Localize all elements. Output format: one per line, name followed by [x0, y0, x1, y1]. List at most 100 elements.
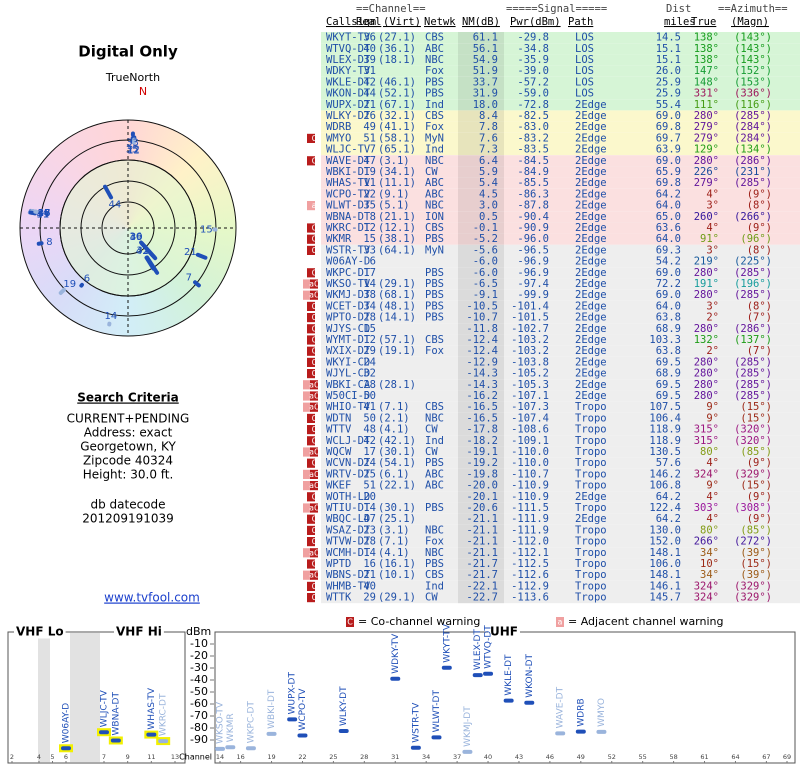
table-cell: (196°) — [734, 278, 772, 290]
polar-mark — [58, 287, 67, 295]
table-cell: 10° — [700, 558, 719, 570]
table-cell: 54.2 — [656, 256, 681, 268]
station-label: WKPC-DT — [246, 701, 256, 744]
table-cell: CW — [425, 592, 438, 604]
table-cell: -101.4 — [511, 300, 549, 312]
table-cell: -107.1 — [511, 390, 549, 402]
table-cell: 2Edge — [575, 256, 607, 268]
signal-mark — [555, 731, 566, 736]
nm-shade — [458, 513, 504, 525]
warning-icon — [310, 469, 318, 479]
warning-text: C — [312, 156, 317, 165]
warning-icon — [307, 413, 315, 423]
table-cell: -9.1 — [473, 289, 498, 301]
table-cell: 69.8 — [656, 121, 681, 133]
nm-shade — [458, 491, 504, 503]
table-cell: 14 — [363, 278, 376, 290]
table-cell: -111.9 — [511, 513, 549, 525]
legend-adjacent-symbol: a — [558, 618, 563, 627]
table-cell: (9°) — [747, 457, 772, 469]
table-cell: -10.7 — [466, 312, 498, 324]
nm-shade — [458, 110, 504, 122]
table-cell: 148° — [694, 76, 719, 88]
warning-text: C — [312, 526, 317, 535]
nm-shade — [458, 502, 504, 514]
table-cell: 0.5 — [479, 211, 498, 223]
nm-shade — [458, 256, 504, 268]
row-bg — [321, 502, 800, 514]
nm-shade — [458, 323, 504, 335]
y-tick-label: -20 — [190, 649, 208, 662]
column-header: True — [691, 16, 716, 28]
table-cell: -112.6 — [511, 569, 549, 581]
warning-icon — [307, 492, 315, 502]
warning-icon — [307, 537, 315, 547]
table-cell: (15°) — [740, 558, 772, 570]
warning-text: C — [312, 302, 317, 311]
signal-mark — [99, 730, 109, 735]
table-cell: 2Edge — [575, 323, 607, 335]
table-cell: CBS — [425, 569, 444, 581]
table-cell: 146.1 — [649, 580, 681, 592]
table-cell: WLKY-DT — [326, 110, 371, 122]
warning-text: C — [312, 425, 317, 434]
polar-label: 12 — [127, 145, 140, 156]
title-bg — [14, 624, 66, 639]
y-tick-label: -90 — [190, 733, 208, 746]
table-cell: WTVQ-DT — [326, 43, 371, 55]
signal-mark — [575, 729, 586, 734]
table-cell: (308°) — [734, 502, 772, 514]
table-cell: (9°) — [747, 513, 772, 525]
table-cell: (15°) — [740, 401, 772, 413]
warning-icon — [307, 458, 315, 468]
nm-shade — [458, 368, 504, 380]
panel-title: VHF Lo — [16, 625, 64, 639]
table-cell: 69.0 — [656, 155, 681, 167]
warning-icon — [307, 346, 315, 356]
warning-text: C — [312, 369, 317, 378]
row-bg — [321, 222, 800, 234]
table-cell: 51.9 — [473, 65, 498, 77]
warning-icon — [310, 279, 318, 289]
table-cell: (19.1) — [378, 345, 416, 357]
table-cell: PBS — [425, 278, 444, 290]
table-cell: PBS — [425, 76, 444, 88]
x-tick-label: 4 — [37, 753, 41, 761]
site-link[interactable]: www.tvfool.com — [104, 591, 200, 605]
table-cell: WBKI-CA — [326, 379, 371, 391]
table-cell: (9°) — [747, 222, 772, 234]
table-cell: -96.5 — [517, 244, 549, 256]
table-cell: 24 — [363, 457, 376, 469]
table-cell: -87.8 — [517, 200, 549, 212]
x-tick-label: 19 — [267, 753, 275, 761]
signal-mark — [158, 739, 169, 744]
row-bg — [321, 166, 800, 178]
table-cell: 4° — [706, 513, 719, 525]
row-bg — [321, 43, 800, 55]
nm-shade — [458, 233, 504, 245]
table-cell: (285°) — [734, 110, 772, 122]
row-bg — [321, 379, 800, 391]
criteria-line: Height: 30.0 ft. — [83, 468, 174, 482]
table-cell: -29.8 — [517, 32, 549, 44]
nm-shade — [458, 88, 504, 100]
table-cell: -18.2 — [466, 435, 498, 447]
table-cell: WJYL-CD — [326, 368, 370, 380]
table-cell: -112.1 — [511, 547, 549, 559]
table-cell: 91° — [700, 233, 719, 245]
table-cell: 39 — [363, 54, 376, 66]
warning-text: aC — [309, 504, 319, 513]
polar-label: 36 — [129, 232, 142, 243]
table-cell: (143°) — [734, 32, 772, 44]
signal-mark — [146, 732, 157, 737]
table-cell: (38.1) — [378, 233, 416, 245]
table-cell: 315° — [694, 424, 719, 436]
table-cell: -90.9 — [517, 222, 549, 234]
table-cell: 34 — [363, 300, 376, 312]
x-tick-label: 22 — [298, 753, 306, 761]
signal-mark — [225, 745, 236, 750]
table-cell: 106.0 — [649, 558, 681, 570]
row-bg — [321, 569, 800, 581]
warning-icon — [303, 548, 311, 558]
